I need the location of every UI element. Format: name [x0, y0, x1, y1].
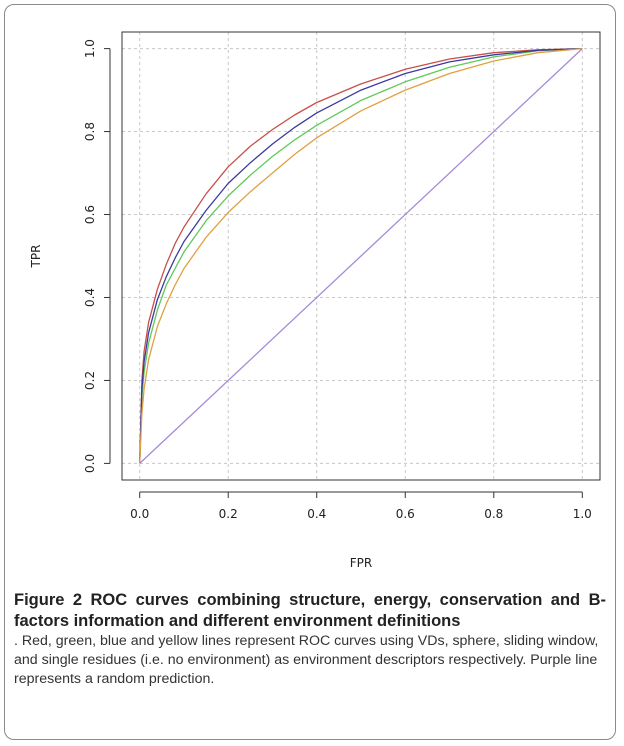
series-line-3 — [139, 47, 583, 464]
series-line-4 — [139, 47, 583, 464]
caption-body: . Red, green, blue and yellow lines repr… — [14, 633, 599, 687]
x-tick-label: 1.0 — [573, 507, 592, 521]
series-line-2 — [139, 47, 583, 464]
x-tick-label: 0.4 — [307, 507, 326, 521]
figure-caption: Figure 2 ROC curves combining structure,… — [14, 590, 606, 689]
x-tick-label: 0.0 — [130, 507, 149, 521]
series-line-1 — [139, 47, 583, 464]
plot-area-border — [121, 31, 601, 481]
roc-chart: 0.0 0.2 0.4 0.6 0.8 1.0 0.0 0.2 0.4 0.6 0.8 1.0 FPR… — [29, 31, 601, 570]
y-tick-label: 0.4 — [83, 288, 97, 307]
y-tick-label: 0.6 — [83, 205, 97, 224]
caption-title: Figure 2 ROC curves combining structure,… — [14, 591, 606, 630]
chart-series — [139, 47, 583, 464]
x-axis-label: FPR — [350, 556, 372, 570]
x-tick-label: 0.6 — [396, 507, 415, 521]
figure-frame — [4, 4, 616, 740]
x-tick-label: 0.8 — [484, 507, 503, 521]
chart-grid — [122, 32, 600, 480]
y-axis-label: TPR — [29, 245, 43, 269]
y-tick-label: 0.8 — [83, 122, 97, 141]
x-tick-label: 0.2 — [219, 507, 238, 521]
y-tick-label: 1.0 — [83, 39, 97, 58]
series-line-5 — [139, 48, 583, 464]
chart-axes: 0.0 0.2 0.4 0.6 0.8 1.0 0.0 0.2 0.4 0.6 0.8 1.0 — [83, 39, 592, 521]
y-tick-label: 0.0 — [83, 454, 97, 473]
y-tick-label: 0.2 — [83, 371, 97, 390]
